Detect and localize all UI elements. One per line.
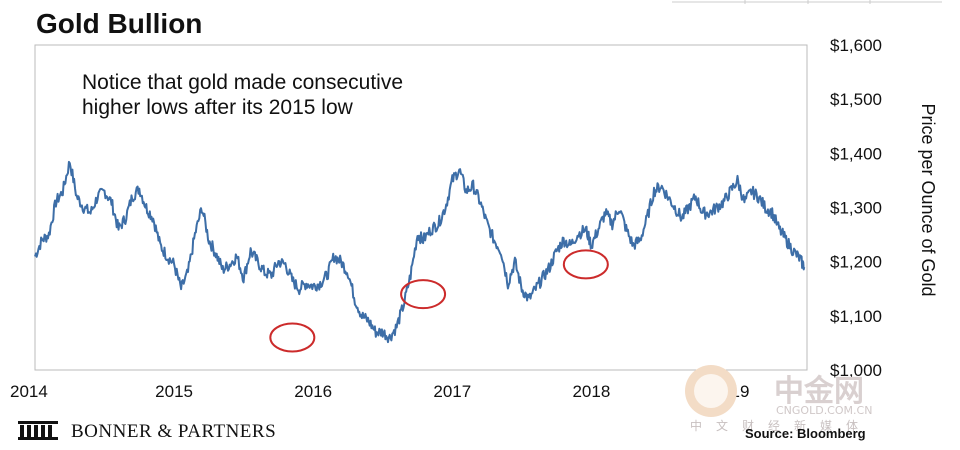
y-tick-label: $1,400 [830, 144, 882, 163]
low-highlight-circle [562, 249, 609, 280]
gold-price-line [34, 160, 806, 344]
chart-title: Gold Bullion [36, 8, 202, 39]
x-tick-label: 2017 [433, 382, 471, 401]
x-tick-label: 2018 [572, 382, 610, 401]
y-axis-ticks: $1,000 $1,100 $1,200 $1,300 $1,400 $1,500 $1,6… [830, 36, 882, 380]
low-highlight-circle [400, 279, 447, 310]
building-icon [18, 421, 58, 440]
brand-name: BONNER & PARTNERS [71, 421, 276, 442]
source-label: Source: Bloomberg [745, 426, 866, 441]
x-axis-ticks: 201420152016201720182019 [10, 382, 749, 401]
y-tick-label: $1,200 [830, 253, 882, 272]
watermark-chinese: 中金网 [774, 374, 864, 409]
x-tick-label: 2016 [294, 382, 332, 401]
x-tick-label: 2015 [155, 382, 193, 401]
y-tick-label: $1,300 [830, 199, 882, 218]
y-tick-label: $1,500 [830, 90, 882, 109]
highlight-circles [269, 249, 609, 353]
annotation-line-2: higher lows after its 2015 low [82, 96, 354, 119]
series-layer [34, 160, 806, 344]
y-tick-label: $1,600 [830, 36, 882, 55]
low-highlight-circle [269, 322, 316, 353]
watermark: 中金网 CNGOLD.COM.CN 中文财经新媒体 [685, 365, 872, 433]
y-axis-label: Price per Ounce of Gold [918, 103, 938, 296]
y-tick-label: $1,100 [830, 307, 882, 326]
annotation-line-1: Notice that gold made consecutive [82, 71, 403, 94]
watermark-logo-inner-icon [694, 374, 728, 408]
y-tick-label: $1,000 [830, 361, 882, 380]
watermark-tagline: 中文财经新媒体 [690, 418, 872, 433]
x-tick-label: 2014 [10, 382, 48, 401]
watermark-url: CNGOLD.COM.CN [776, 404, 872, 417]
brand-logo: BONNER & PARTNERS [18, 421, 276, 442]
plot-frame [34, 44, 808, 371]
